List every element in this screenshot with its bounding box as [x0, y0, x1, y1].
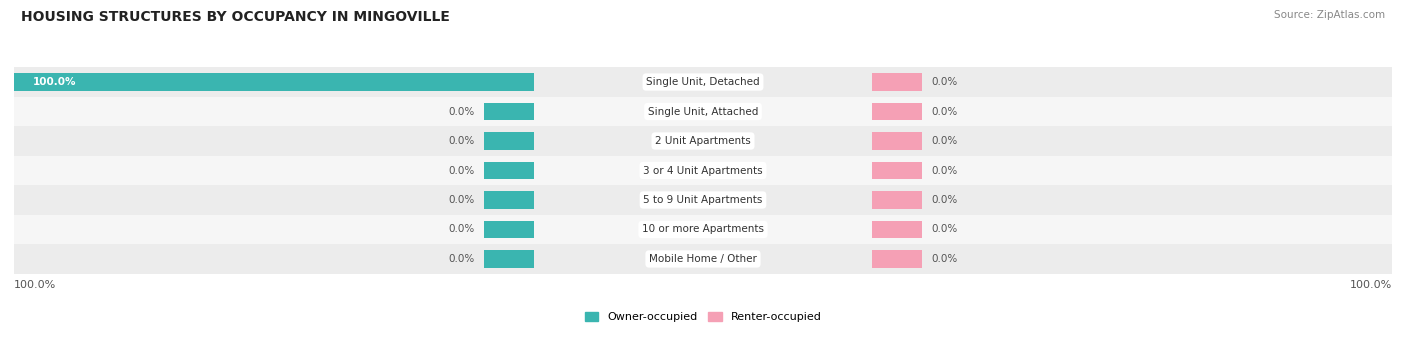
Text: 0.0%: 0.0% [932, 136, 957, 146]
Bar [872, 132, 922, 150]
Text: 100.0%: 100.0% [32, 77, 76, 87]
Text: 0.0%: 0.0% [449, 106, 474, 117]
Text: 0.0%: 0.0% [932, 165, 957, 176]
Text: Mobile Home / Other: Mobile Home / Other [650, 254, 756, 264]
Bar [14, 156, 1392, 185]
Text: Single Unit, Attached: Single Unit, Attached [648, 106, 758, 117]
Bar [484, 132, 534, 150]
Text: Single Unit, Detached: Single Unit, Detached [647, 77, 759, 87]
Bar [484, 250, 534, 268]
Text: 0.0%: 0.0% [932, 254, 957, 264]
Text: 0.0%: 0.0% [449, 254, 474, 264]
Text: 0.0%: 0.0% [932, 224, 957, 235]
Text: 2 Unit Apartments: 2 Unit Apartments [655, 136, 751, 146]
Bar [872, 191, 922, 209]
Bar [14, 215, 1392, 244]
Bar [14, 185, 1392, 215]
Legend: Owner-occupied, Renter-occupied: Owner-occupied, Renter-occupied [585, 312, 821, 322]
Bar [484, 162, 534, 179]
Text: 0.0%: 0.0% [932, 106, 957, 117]
Text: HOUSING STRUCTURES BY OCCUPANCY IN MINGOVILLE: HOUSING STRUCTURES BY OCCUPANCY IN MINGO… [21, 10, 450, 24]
Text: 0.0%: 0.0% [449, 224, 474, 235]
Text: 3 or 4 Unit Apartments: 3 or 4 Unit Apartments [643, 165, 763, 176]
Text: 10 or more Apartments: 10 or more Apartments [643, 224, 763, 235]
Text: 100.0%: 100.0% [14, 280, 56, 290]
Bar [484, 191, 534, 209]
Bar [872, 73, 922, 91]
Text: 0.0%: 0.0% [932, 77, 957, 87]
Text: 5 to 9 Unit Apartments: 5 to 9 Unit Apartments [644, 195, 762, 205]
Text: 0.0%: 0.0% [449, 165, 474, 176]
Bar [14, 67, 1392, 97]
Text: 0.0%: 0.0% [932, 195, 957, 205]
Text: 0.0%: 0.0% [449, 195, 474, 205]
Text: Source: ZipAtlas.com: Source: ZipAtlas.com [1274, 10, 1385, 20]
Bar [14, 97, 1392, 126]
Bar [872, 162, 922, 179]
Bar [14, 126, 1392, 156]
Bar [872, 103, 922, 120]
Bar [484, 221, 534, 238]
Bar [872, 221, 922, 238]
Bar [484, 103, 534, 120]
Bar [14, 244, 1392, 274]
Text: 0.0%: 0.0% [449, 136, 474, 146]
Bar [14, 73, 534, 91]
Bar [872, 250, 922, 268]
Text: 100.0%: 100.0% [1350, 280, 1392, 290]
